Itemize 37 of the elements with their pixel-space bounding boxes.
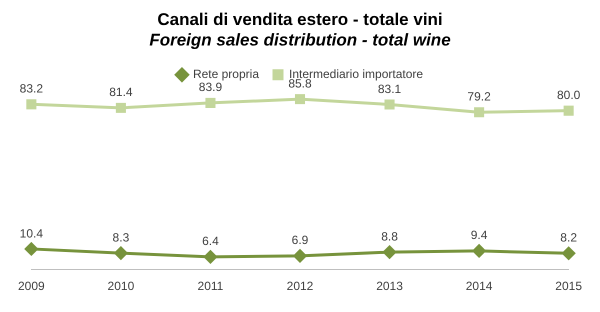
point — [26, 99, 36, 110]
point — [114, 246, 128, 260]
data-label: 83.9 — [198, 80, 222, 94]
point — [24, 242, 38, 256]
point — [205, 98, 216, 108]
x-tick-label: 2012 — [286, 279, 314, 294]
point — [116, 102, 126, 113]
data-label: 8.8 — [381, 229, 398, 244]
point — [384, 99, 395, 110]
data-label: 6.9 — [292, 233, 309, 248]
x-tick-label: 2010 — [108, 279, 135, 294]
data-label: 83.2 — [20, 82, 44, 96]
point — [294, 249, 306, 262]
data-label: 80.0 — [556, 88, 581, 102]
data-label: 8.3 — [112, 230, 130, 244]
chart-title: Canali di vendita estero - totale vini — [157, 10, 443, 29]
x-tick-label: 2011 — [198, 279, 224, 294]
x-tick-label: 2013 — [376, 279, 404, 294]
point — [562, 246, 576, 260]
data-label: 81.4 — [109, 85, 133, 100]
chart-subtitle: Foreign sales distribution - total wine — [149, 30, 451, 50]
point — [204, 250, 217, 264]
legend-label: Rete propria — [192, 67, 260, 82]
data-label: 6.4 — [202, 234, 220, 248]
point — [294, 94, 306, 104]
point — [474, 107, 484, 118]
point — [472, 244, 486, 258]
data-label: 8.2 — [560, 230, 578, 245]
x-tick-label: 2015 — [555, 279, 582, 294]
x-tick-label: 2014 — [466, 279, 493, 294]
point — [383, 246, 396, 259]
data-label: 9.4 — [470, 228, 488, 242]
data-label: 79.2 — [467, 90, 492, 104]
point — [564, 106, 574, 116]
data-label: 10.4 — [20, 226, 44, 240]
data-label: 83.1 — [378, 82, 402, 96]
x-tick-label: 2009 — [18, 279, 46, 294]
